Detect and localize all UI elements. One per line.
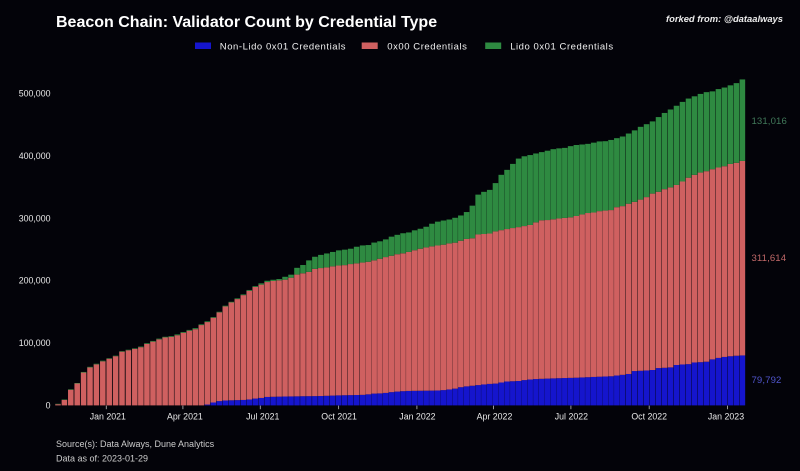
svg-text:300,000: 300,000 [19, 213, 51, 223]
svg-text:79,792: 79,792 [752, 375, 782, 386]
svg-text:200,000: 200,000 [19, 276, 51, 286]
svg-text:Lido 0x01 Credentials: Lido 0x01 Credentials [510, 42, 613, 53]
svg-text:400,000: 400,000 [19, 151, 51, 161]
svg-text:Jan 2023: Jan 2023 [708, 411, 744, 421]
svg-text:100,000: 100,000 [19, 338, 51, 348]
svg-text:500,000: 500,000 [19, 89, 51, 99]
svg-text:131,016: 131,016 [752, 116, 787, 127]
svg-text:Jul 2022: Jul 2022 [555, 411, 588, 421]
svg-text:Oct 2021: Oct 2021 [321, 411, 357, 421]
svg-text:Data as of: 2023-01-29: Data as of: 2023-01-29 [56, 453, 148, 463]
svg-text:forked from: @dataalways: forked from: @dataalways [666, 13, 783, 24]
svg-text:Oct 2022: Oct 2022 [631, 411, 667, 421]
svg-text:Jan 2021: Jan 2021 [90, 411, 126, 421]
svg-text:Source(s): Data Always, Dune A: Source(s): Data Always, Dune Analytics [56, 439, 215, 449]
svg-text:311,614: 311,614 [752, 253, 787, 264]
svg-text:Beacon Chain: Validator Count: Beacon Chain: Validator Count by Credent… [56, 14, 437, 31]
svg-text:Jul 2021: Jul 2021 [246, 411, 279, 421]
svg-text:0: 0 [46, 400, 51, 410]
svg-text:Apr 2022: Apr 2022 [477, 411, 513, 421]
svg-text:Jan 2022: Jan 2022 [399, 411, 435, 421]
svg-text:0x00 Credentials: 0x00 Credentials [387, 42, 467, 53]
svg-text:Non-Lido 0x01 Credentials: Non-Lido 0x01 Credentials [220, 42, 346, 53]
svg-text:Apr 2021: Apr 2021 [167, 411, 203, 421]
